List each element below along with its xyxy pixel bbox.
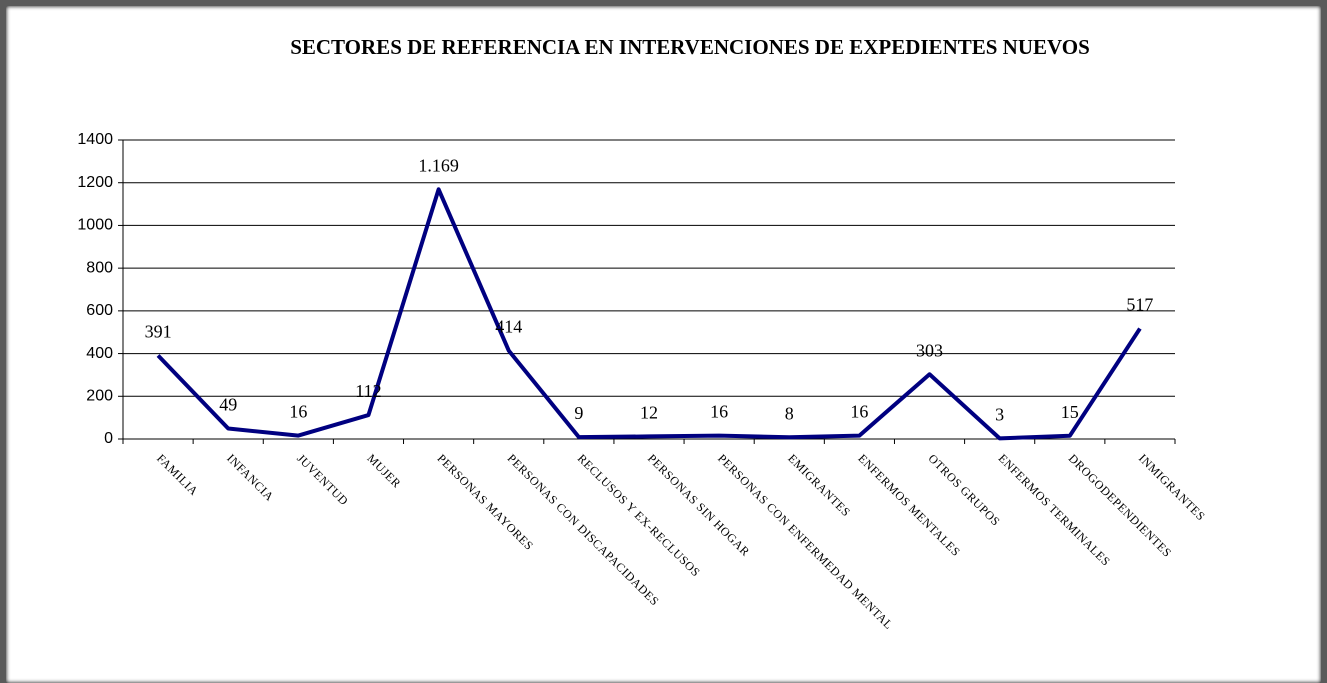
y-tick-label: 1200 (77, 174, 113, 191)
chart-title: SECTORES DE REFERENCIA EN INTERVENCIONES… (290, 35, 1090, 59)
data-label: 49 (219, 395, 237, 415)
x-tick-label: EMIGRANTES (785, 451, 853, 519)
data-label: 16 (710, 402, 728, 422)
y-tick-label: 200 (86, 388, 113, 405)
data-line (156, 187, 1142, 441)
x-tick-label: INFANCIA (224, 451, 277, 504)
data-label: 1.169 (418, 155, 459, 175)
x-tick-label: RECLUSOS Y EX-RECLUSOS (575, 451, 703, 579)
data-label: 391 (145, 321, 172, 341)
x-tick-label: INMIGRANTES (1136, 451, 1208, 523)
x-tick-label: JUVENTUD (294, 451, 351, 508)
x-tick-label: ENFERMOS TERMINALES (996, 451, 1114, 569)
x-tick-label: PERSONAS CON DISCAPACIDADES (505, 451, 662, 608)
data-label: 517 (1126, 295, 1153, 315)
x-tick-label: OTROS GRUPOS (925, 451, 1003, 529)
data-label: 16 (850, 402, 868, 422)
data-label: 15 (1061, 402, 1079, 422)
y-tick-label: 0 (104, 430, 113, 447)
x-tick-label: MUJER (364, 451, 403, 490)
y-tick-label: 1000 (77, 217, 113, 234)
y-tick-label: 600 (86, 302, 113, 319)
y-tick-label: 800 (86, 259, 113, 276)
data-label: 12 (640, 402, 658, 422)
x-tick-label: FAMILIA (154, 451, 201, 498)
data-label: 303 (916, 340, 943, 360)
data-label: 414 (495, 317, 522, 337)
y-tick-label: 1400 (77, 131, 113, 148)
data-label: 16 (289, 402, 307, 422)
data-label: 9 (574, 403, 583, 423)
y-tick-label: 400 (86, 345, 113, 362)
data-label: 8 (785, 403, 794, 423)
data-label: 112 (355, 381, 381, 401)
data-label: 3 (995, 404, 1004, 424)
